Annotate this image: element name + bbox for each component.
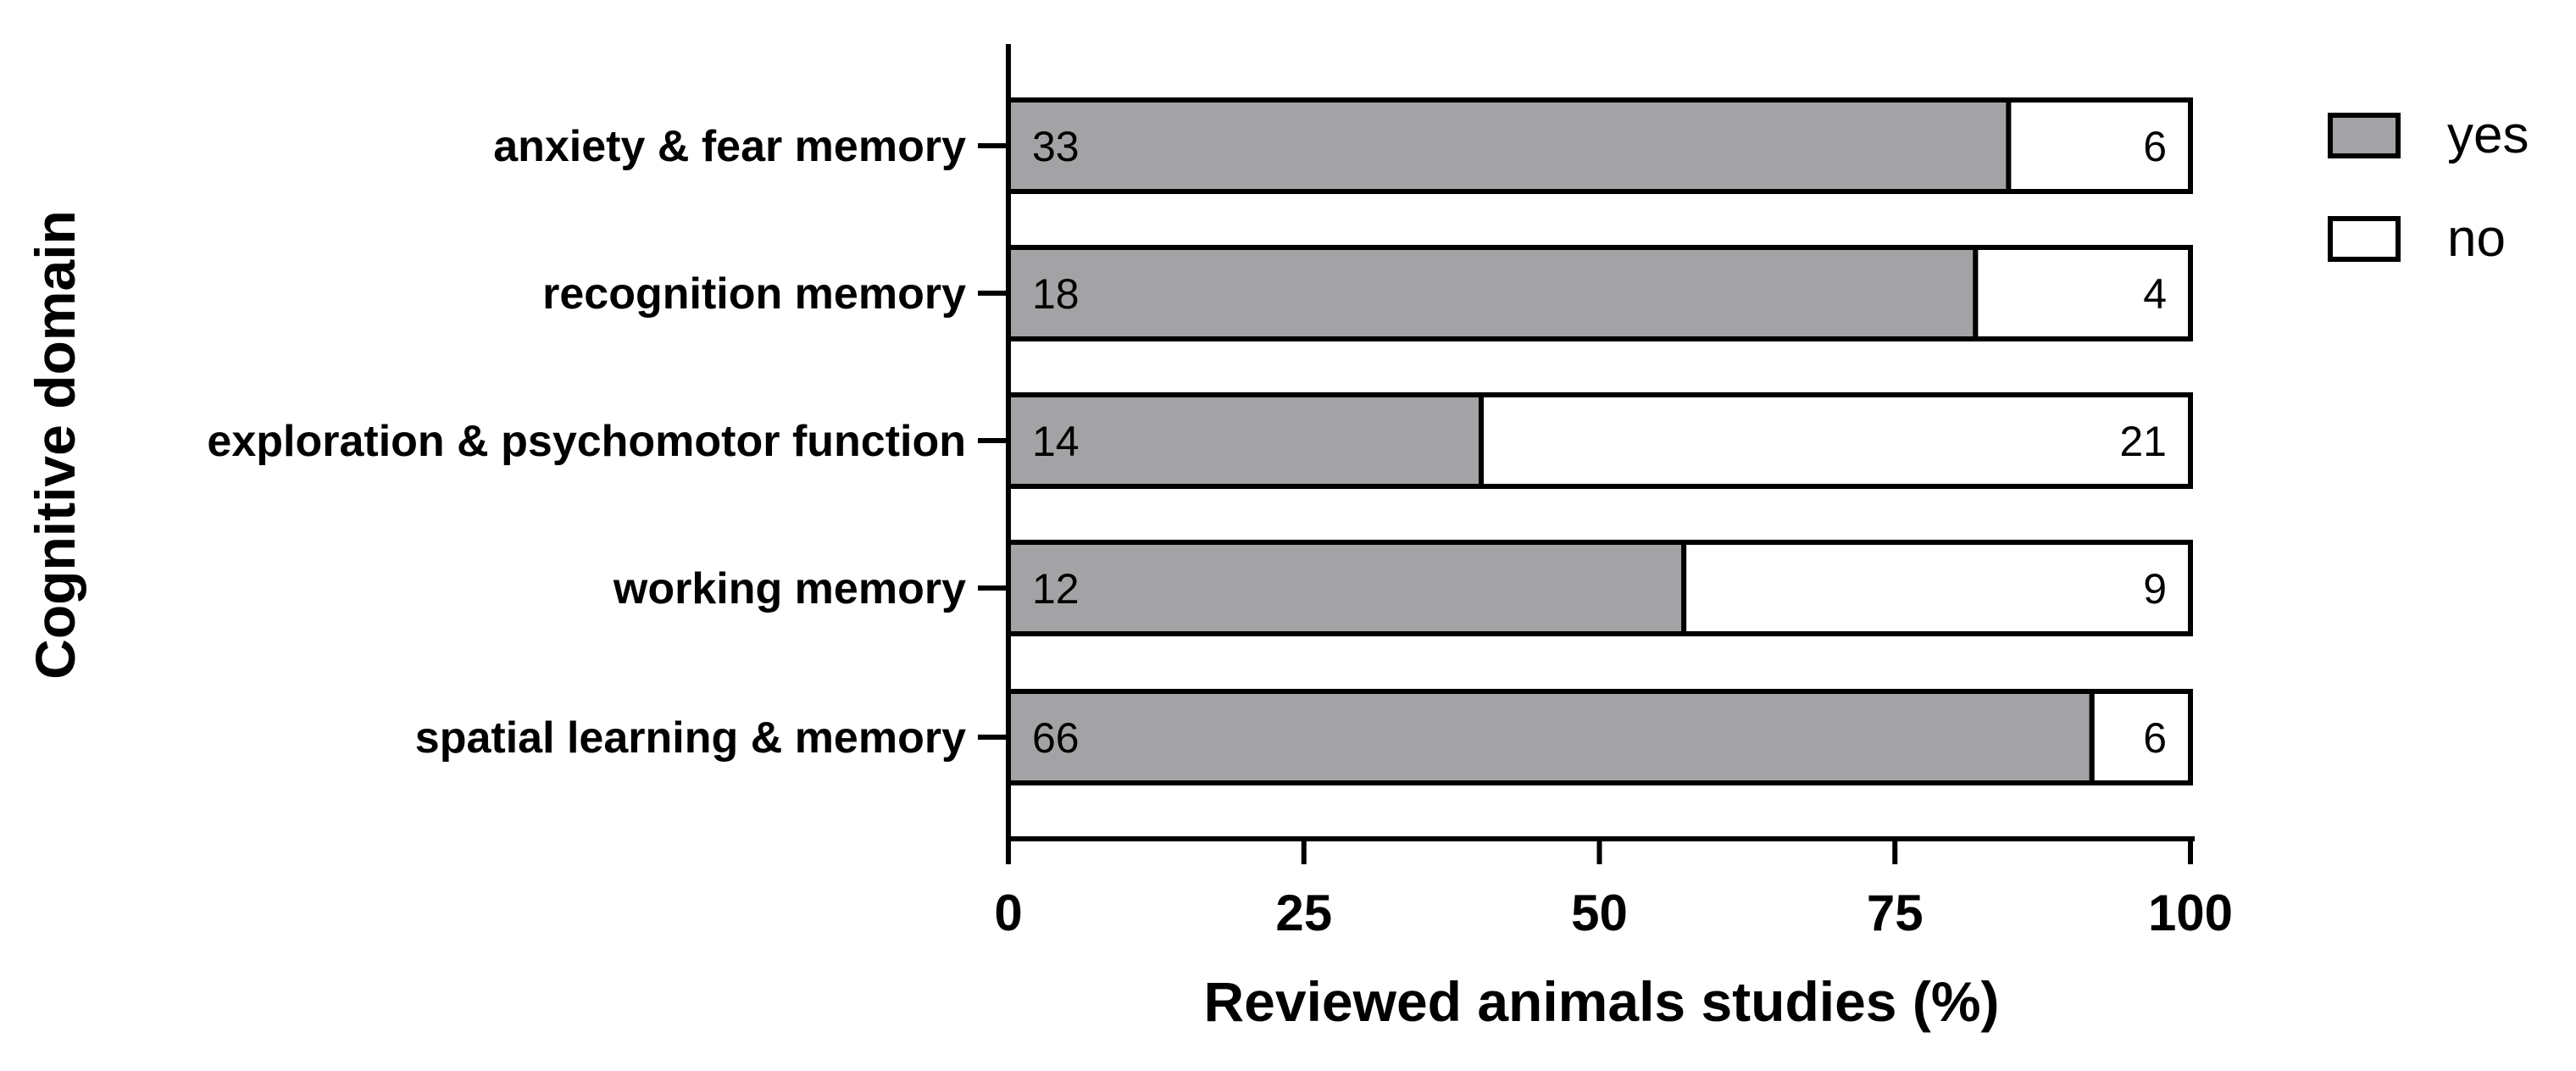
category-label-1: recognition memory (542, 269, 966, 319)
bar-yes-1 (1006, 245, 1979, 341)
bar-yes-2 (1006, 392, 1484, 489)
bar-yes-4 (1006, 689, 2095, 785)
x-tick-label-2: 50 (1571, 885, 1628, 941)
labels-layer: Reviewed animals studies (%) Cognitive d… (24, 210, 2000, 1033)
category-label-2: exploration & psychomotor function (207, 417, 966, 466)
data-label-yes-2: 14 (1032, 418, 1080, 465)
x-tick-label-3: 75 (1867, 885, 1924, 941)
bar-no-3 (1681, 540, 2193, 636)
bar-yes-3 (1006, 540, 1687, 636)
category-label-0: anxiety & fear memory (493, 122, 966, 171)
bar-yes-0 (1006, 97, 2012, 194)
data-label-no-3: 9 (2143, 565, 2167, 613)
legend-swatch-yes (2328, 113, 2401, 158)
data-label-yes-0: 33 (1032, 123, 1080, 170)
x-tick-label-1: 25 (1275, 885, 1332, 941)
data-label-yes-3: 12 (1032, 565, 1080, 613)
legend-label-no: no (2447, 209, 2506, 268)
x-tick-label-4: 100 (2148, 885, 2233, 941)
ticks-layer: anxiety & fear memory recognition memory e… (207, 122, 2233, 941)
y-axis-title: Cognitive domain (24, 210, 86, 680)
category-label-3: working memory (613, 564, 966, 613)
bar-no-4 (2089, 689, 2193, 785)
legend-label-yes: yes (2447, 106, 2529, 164)
legend: yes no (2328, 106, 2529, 268)
bar-no-1 (1973, 245, 2193, 341)
data-label-no-2: 21 (2119, 418, 2167, 465)
category-label-4: spatial learning & memory (415, 713, 966, 763)
x-tick-label-0: 0 (994, 885, 1022, 941)
legend-swatch-no (2328, 216, 2401, 262)
data-label-no-4: 6 (2143, 714, 2167, 762)
data-label-no-0: 6 (2143, 123, 2167, 170)
data-label-yes-4: 66 (1032, 714, 1080, 762)
bar-no-2 (1479, 392, 2193, 489)
bar-no-0 (2006, 97, 2193, 194)
x-axis-title: Reviewed animals studies (%) (1204, 970, 2000, 1033)
data-label-yes-1: 18 (1032, 270, 1080, 318)
data-label-no-1: 4 (2143, 270, 2167, 318)
